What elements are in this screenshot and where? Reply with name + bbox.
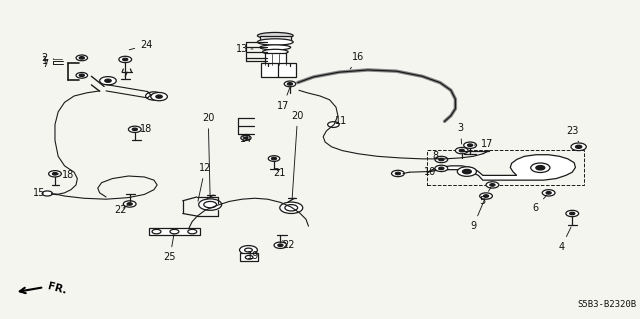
- Circle shape: [274, 242, 287, 249]
- Ellipse shape: [262, 49, 288, 54]
- Circle shape: [570, 212, 575, 215]
- Circle shape: [287, 83, 292, 85]
- Text: 21: 21: [273, 168, 285, 178]
- Text: 3: 3: [458, 123, 463, 144]
- Text: 18: 18: [137, 124, 152, 134]
- Text: S5B3-B2320B: S5B3-B2320B: [577, 300, 636, 309]
- Circle shape: [151, 94, 157, 98]
- Circle shape: [575, 145, 582, 148]
- Circle shape: [151, 93, 168, 101]
- Circle shape: [463, 169, 471, 174]
- Circle shape: [479, 193, 492, 199]
- Text: 19: 19: [247, 251, 259, 261]
- Circle shape: [132, 128, 138, 130]
- Circle shape: [571, 143, 586, 151]
- Text: 25: 25: [164, 234, 176, 262]
- Polygon shape: [428, 155, 575, 180]
- Circle shape: [129, 126, 141, 132]
- Circle shape: [241, 135, 251, 140]
- Circle shape: [458, 167, 476, 176]
- Circle shape: [486, 182, 499, 188]
- Text: 11: 11: [335, 116, 347, 126]
- Circle shape: [467, 144, 472, 146]
- Circle shape: [280, 202, 303, 213]
- Circle shape: [490, 184, 495, 186]
- Circle shape: [542, 190, 555, 196]
- Circle shape: [239, 246, 257, 255]
- Circle shape: [52, 173, 58, 175]
- Text: 20: 20: [202, 113, 214, 196]
- Text: 1: 1: [42, 56, 49, 66]
- Text: 12: 12: [198, 163, 211, 201]
- Text: 5: 5: [479, 187, 491, 206]
- Bar: [149, 228, 200, 235]
- Circle shape: [76, 72, 88, 78]
- Circle shape: [439, 158, 444, 161]
- Circle shape: [127, 203, 132, 205]
- Text: 4: 4: [558, 227, 571, 252]
- Text: 9: 9: [470, 199, 485, 231]
- Bar: [260, 36, 291, 42]
- Text: 6: 6: [532, 195, 547, 213]
- Circle shape: [566, 210, 579, 217]
- Text: 18: 18: [57, 170, 74, 180]
- Text: 8: 8: [432, 151, 443, 161]
- Text: 10: 10: [424, 167, 442, 177]
- Circle shape: [42, 191, 52, 196]
- Circle shape: [546, 192, 551, 194]
- Circle shape: [531, 163, 550, 173]
- Text: 2: 2: [41, 53, 47, 63]
- Text: FR.: FR.: [47, 282, 68, 296]
- Text: 23: 23: [566, 126, 579, 142]
- Bar: [265, 53, 285, 66]
- Text: 24: 24: [129, 40, 152, 50]
- Ellipse shape: [260, 45, 291, 50]
- Ellipse shape: [257, 33, 293, 39]
- Circle shape: [439, 167, 444, 170]
- Circle shape: [536, 166, 545, 170]
- Circle shape: [49, 171, 61, 177]
- Circle shape: [79, 56, 84, 59]
- Bar: [261, 63, 296, 77]
- Circle shape: [123, 58, 128, 61]
- Circle shape: [100, 77, 116, 85]
- Circle shape: [119, 56, 132, 63]
- Text: 15: 15: [33, 188, 45, 198]
- Circle shape: [460, 149, 465, 152]
- Text: 16: 16: [350, 52, 364, 69]
- Text: 17: 17: [276, 86, 291, 110]
- Circle shape: [271, 157, 276, 160]
- Circle shape: [464, 142, 476, 148]
- Text: 20: 20: [291, 111, 304, 200]
- Circle shape: [146, 92, 163, 100]
- Circle shape: [105, 79, 111, 82]
- Text: 14: 14: [241, 134, 253, 144]
- Circle shape: [435, 156, 448, 163]
- Text: 22: 22: [115, 205, 127, 215]
- Text: 7: 7: [42, 59, 49, 69]
- Circle shape: [456, 147, 468, 154]
- Circle shape: [435, 165, 448, 172]
- Circle shape: [124, 201, 136, 207]
- Circle shape: [268, 156, 280, 161]
- Circle shape: [396, 172, 401, 175]
- Circle shape: [156, 95, 163, 98]
- Text: 22: 22: [282, 240, 294, 250]
- Text: 17: 17: [474, 139, 493, 149]
- Circle shape: [278, 244, 283, 247]
- Circle shape: [198, 199, 221, 210]
- Circle shape: [483, 195, 488, 197]
- Circle shape: [79, 74, 84, 77]
- Ellipse shape: [257, 39, 293, 45]
- Circle shape: [328, 122, 339, 127]
- Text: 13: 13: [236, 44, 253, 54]
- Bar: [428, 150, 584, 185]
- Circle shape: [244, 137, 248, 139]
- Circle shape: [76, 55, 88, 61]
- Circle shape: [284, 81, 296, 87]
- Bar: [240, 253, 258, 261]
- Circle shape: [392, 170, 404, 177]
